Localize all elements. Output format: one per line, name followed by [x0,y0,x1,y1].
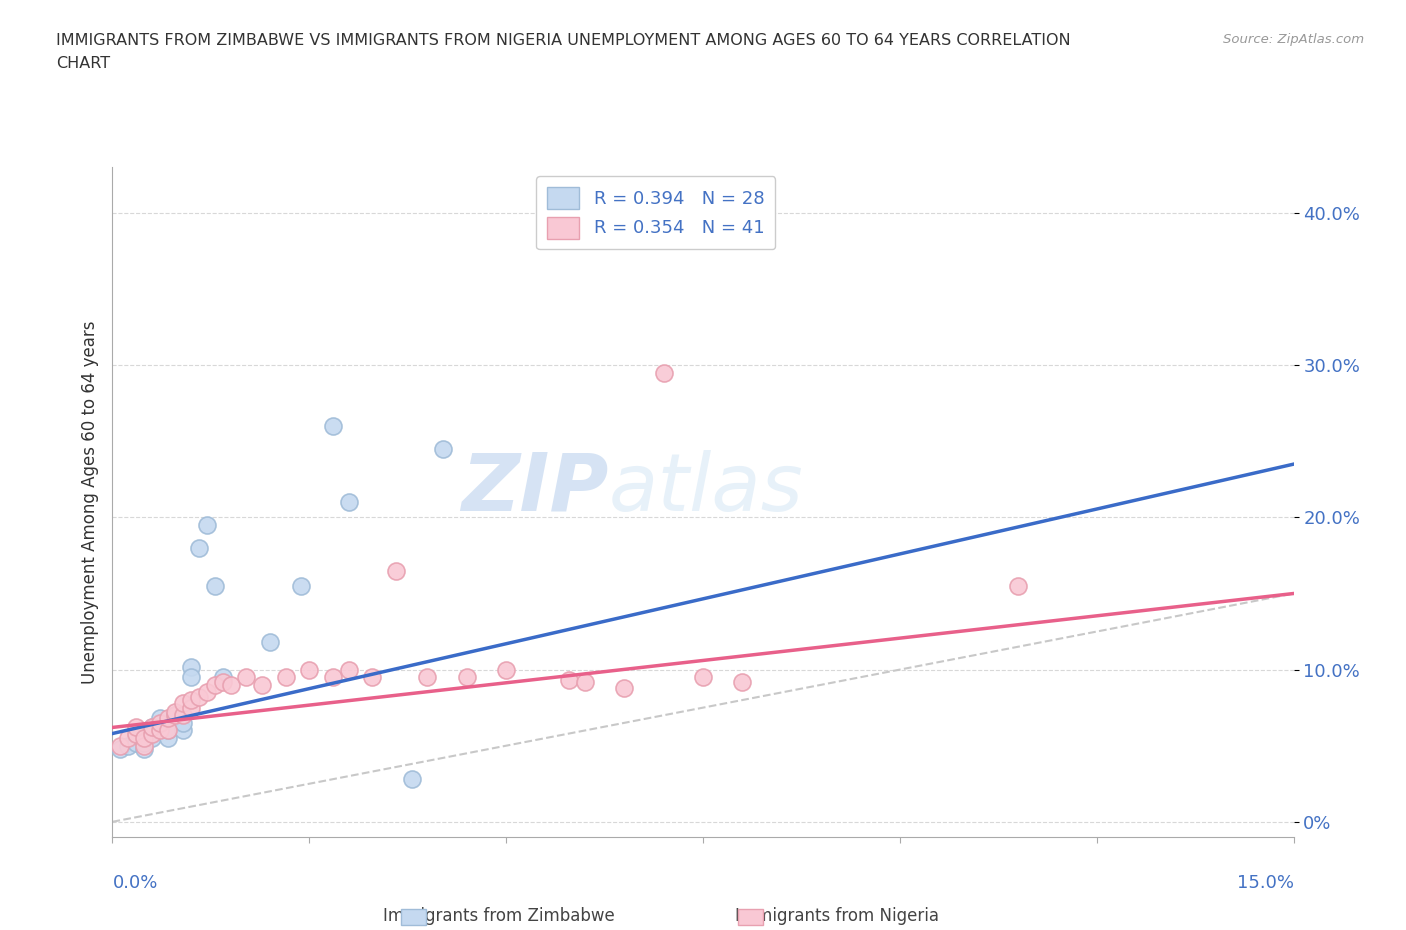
Point [188,689,211,704]
Point [180,659,202,674]
Point [125,726,148,741]
Point [731,674,754,689]
Point [188,540,211,555]
Point [558,672,581,687]
Point [149,723,172,737]
Point [172,708,194,723]
Point [149,711,172,725]
Point [290,578,312,593]
Point [416,670,439,684]
Text: 15.0%: 15.0% [1236,874,1294,892]
Point [211,674,233,689]
Point [401,772,423,787]
Point [125,720,148,735]
Point [180,700,202,715]
Point [149,715,172,730]
Point [132,738,155,753]
Point [456,670,478,684]
Point [219,677,242,692]
Point [149,723,172,737]
Text: IMMIGRANTS FROM ZIMBABWE VS IMMIGRANTS FROM NIGERIA UNEMPLOYMENT AMONG AGES 60 T: IMMIGRANTS FROM ZIMBABWE VS IMMIGRANTS F… [56,33,1071,47]
Point [1007,578,1029,593]
Point [195,685,218,700]
Point [211,670,233,684]
Point [156,731,179,746]
Point [204,578,226,593]
Point [132,741,155,756]
Point [110,738,132,753]
Point [180,670,202,684]
Text: Immigrants from Zimbabwe: Immigrants from Zimbabwe [384,907,614,924]
Point [172,723,194,737]
Point [652,365,675,380]
Point [432,442,454,457]
Text: atlas: atlas [609,450,803,528]
Text: CHART: CHART [56,56,110,71]
Point [110,741,132,756]
Point [322,670,344,684]
Point [172,696,194,711]
Point [337,662,360,677]
Point [692,670,714,684]
Point [117,731,139,746]
Point [495,662,517,677]
Y-axis label: Unemployment Among Ages 60 to 64 years: Unemployment Among Ages 60 to 64 years [80,321,98,684]
Point [172,715,194,730]
Point [259,635,281,650]
Point [337,495,360,510]
Legend: R = 0.394   N = 28, R = 0.354   N = 41: R = 0.394 N = 28, R = 0.354 N = 41 [536,177,775,249]
Text: Source: ZipAtlas.com: Source: ZipAtlas.com [1223,33,1364,46]
Point [125,736,148,751]
Point [156,723,179,737]
Point [195,518,218,533]
Point [141,720,163,735]
Point [156,711,179,725]
Point [204,677,226,692]
Point [165,708,187,723]
Text: 0.0%: 0.0% [112,874,157,892]
Point [132,736,155,751]
Point [156,723,179,737]
Text: ZIP: ZIP [461,450,609,528]
Point [132,731,155,746]
Point [180,693,202,708]
Point [385,564,408,578]
Point [322,418,344,433]
Point [613,681,636,696]
Point [165,708,187,723]
Point [117,738,139,753]
Point [141,726,163,741]
Point [250,677,273,692]
Point [235,670,257,684]
Point [141,720,163,735]
Point [141,731,163,746]
Point [141,726,163,741]
Point [298,662,321,677]
Point [274,670,297,684]
Text: Immigrants from Nigeria: Immigrants from Nigeria [734,907,939,924]
Point [125,726,148,741]
Point [165,705,187,720]
Point [361,670,384,684]
Point [574,674,596,689]
